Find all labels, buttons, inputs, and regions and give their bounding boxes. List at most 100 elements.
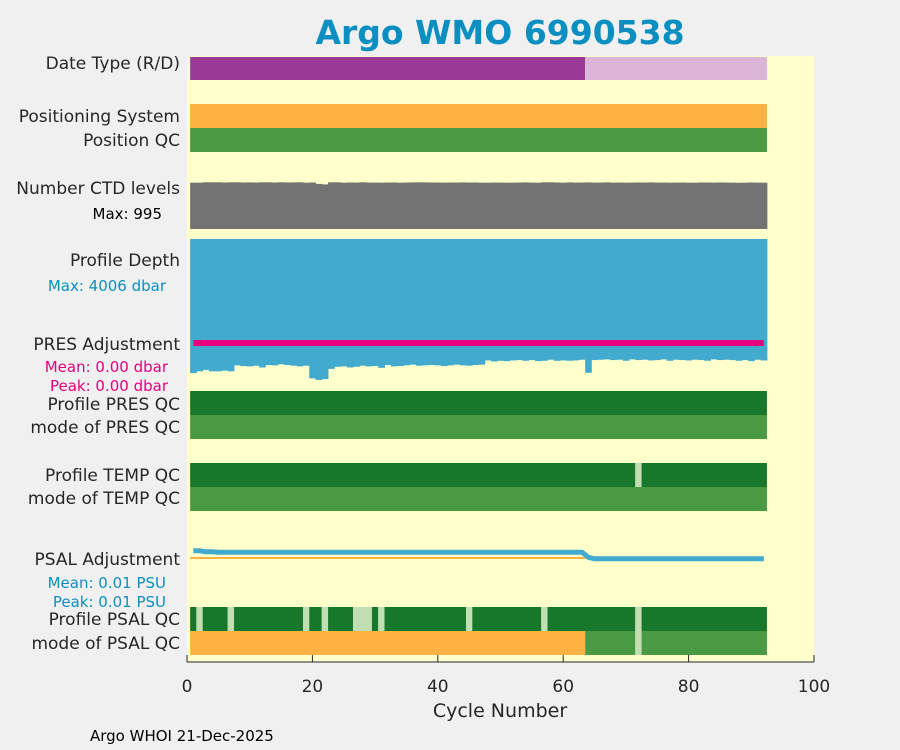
ctd-level-bar-15 [277, 182, 285, 229]
row-11-segment-17 [635, 607, 642, 631]
ctd-level-bar-32 [384, 182, 392, 229]
profile-depth-bar-82 [698, 239, 705, 361]
profile-depth-bar-41 [440, 239, 448, 367]
profile-depth-bar-16 [284, 239, 291, 366]
row-12-segment-1 [585, 631, 636, 655]
qc-rows [190, 57, 767, 655]
ctd-level-bar-11 [252, 182, 260, 229]
ctd-level-bar-30 [371, 182, 379, 229]
row-2-segment-0 [190, 128, 767, 152]
ctd-level-bar-44 [459, 182, 467, 229]
ctd-level-bar-10 [246, 182, 254, 229]
profile-depth-bar-80 [685, 239, 693, 361]
row-8-segment-2 [641, 463, 767, 487]
ctd-level-bar-61 [566, 182, 574, 229]
profile-depth-bar-50 [497, 239, 505, 361]
row-label-psal-adjustment: PSAL Adjustment [35, 550, 181, 570]
ctd-level-bar-48 [484, 182, 492, 229]
ctd-level-bar-21 [315, 183, 323, 229]
psal-adjustment-mean-label: Mean: 0.01 PSU [48, 574, 166, 592]
ctd-level-bar-6 [221, 182, 229, 229]
row-11-segment-13 [466, 607, 473, 631]
ctd-level-bar-28 [359, 182, 367, 229]
profile-depth-bar-30 [371, 239, 379, 367]
profile-depth-bar-8 [234, 239, 241, 366]
psal-adjustment-peak-label: Peak: 0.01 PSU [53, 593, 166, 611]
ctd-level-bar-33 [390, 182, 398, 229]
ctd-level-bar-18 [296, 182, 304, 229]
profile-depth-bar-18 [296, 239, 304, 367]
profile-depth-bar-27 [353, 239, 360, 367]
profile-depth-bar-59 [553, 239, 561, 361]
ctd-level-bar-42 [447, 182, 454, 229]
ctd-level-bar-88 [735, 182, 743, 229]
ctd-level-bar-46 [472, 182, 479, 229]
profile-depth-bar-7 [227, 239, 235, 372]
ctd-level-bar-60 [560, 182, 567, 229]
x-tick-label-60: 60 [552, 677, 574, 697]
ctd-level-bar-68 [610, 182, 617, 229]
row-11-segment-5 [302, 607, 310, 631]
profile-depth-bar-49 [491, 239, 498, 362]
profile-depth-bar-75 [654, 239, 661, 361]
profile-depth-bar-69 [616, 239, 624, 360]
x-axis-label: Cycle Number [433, 700, 567, 722]
ctd-level-bar-62 [572, 182, 580, 229]
profile-depth-bar-17 [290, 239, 298, 366]
profile-depth-bar-87 [729, 239, 737, 361]
profile-depth-bar-11 [252, 239, 260, 366]
ctd-level-bar-3 [202, 182, 210, 229]
ctd-level-bar-58 [547, 182, 555, 229]
profile-depth-bar-26 [346, 239, 354, 368]
profile-depth-bar-15 [277, 239, 285, 365]
ctd-level-bar-5 [215, 182, 222, 229]
profile-depth-bar-23 [328, 239, 335, 369]
ctd-level-bar-79 [679, 182, 686, 229]
profile-depth-bar-24 [334, 239, 342, 367]
profile-depth-bar-73 [641, 239, 649, 360]
ctd-level-bar-91 [754, 182, 762, 229]
ctd-level-bar-41 [440, 182, 448, 229]
ctd-level-bar-43 [453, 182, 461, 229]
row-7-segment-0 [190, 415, 767, 439]
profile-depth-bar-90 [748, 239, 755, 362]
ctd-level-bar-13 [265, 182, 273, 229]
profile-depth-bar-92 [760, 239, 768, 361]
ctd-level-bar-39 [428, 182, 436, 229]
ctd-level-bar-78 [672, 182, 680, 229]
adjustment-lines [190, 340, 764, 562]
profile-depth-bar-39 [428, 239, 436, 366]
ctd-level-bar-64 [585, 182, 592, 229]
row-12-segment-2 [635, 631, 642, 655]
ctd-level-bar-81 [691, 182, 699, 229]
profile-depth-bar-1 [190, 239, 197, 374]
pres-adjustment-peak-label: Peak: 0.00 dbar [50, 377, 169, 395]
ctd-level-bar-82 [698, 182, 705, 229]
profile-depth-bar-38 [422, 239, 429, 366]
x-tick-label-80: 80 [678, 677, 700, 697]
profile-depth-bar-83 [704, 239, 711, 361]
ctd-level-bar-12 [259, 182, 266, 229]
ctd-level-bar-57 [541, 182, 548, 229]
ctd-level-bar-40 [434, 182, 442, 229]
profile-depth-bar-44 [459, 239, 467, 366]
ctd-level-bar-50 [497, 182, 505, 229]
x-tick-label-0: 0 [182, 677, 193, 697]
row-11-segment-6 [309, 607, 322, 631]
row-0-segment-1 [585, 57, 767, 80]
row-1-segment-0 [190, 104, 767, 128]
ctd-level-bar-74 [647, 182, 655, 229]
profile-depth-bar-37 [415, 239, 423, 366]
ctd-level-bar-67 [603, 182, 611, 229]
row-0-segment-0 [190, 57, 586, 80]
profile-depth-bar-34 [397, 239, 404, 367]
psal-adjustment-line [193, 548, 764, 562]
ctd-level-bar-77 [666, 182, 674, 229]
ctd-level-bar-37 [415, 182, 423, 229]
profile-depth-bar-25 [340, 239, 348, 367]
ctd-level-bar-89 [741, 182, 749, 229]
row-label-profile-psal-qc: Profile PSAL QC [49, 610, 180, 630]
ctd-level-bar-19 [302, 182, 310, 229]
ctd-level-bar-4 [208, 182, 216, 229]
row-11-segment-18 [641, 607, 767, 631]
